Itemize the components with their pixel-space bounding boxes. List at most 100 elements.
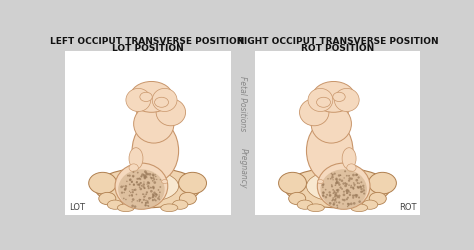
Circle shape xyxy=(137,200,138,202)
Circle shape xyxy=(134,206,137,208)
Circle shape xyxy=(360,188,363,190)
Circle shape xyxy=(139,200,141,201)
Circle shape xyxy=(332,180,334,181)
Circle shape xyxy=(146,176,147,178)
Circle shape xyxy=(336,205,338,206)
Circle shape xyxy=(332,189,334,191)
Circle shape xyxy=(138,178,139,180)
Circle shape xyxy=(129,184,131,186)
Circle shape xyxy=(326,194,328,196)
Circle shape xyxy=(343,191,345,193)
Circle shape xyxy=(131,205,134,207)
Circle shape xyxy=(335,185,336,186)
Circle shape xyxy=(152,200,154,202)
Circle shape xyxy=(137,184,138,186)
Circle shape xyxy=(338,174,340,177)
Circle shape xyxy=(143,196,146,198)
Circle shape xyxy=(129,191,130,192)
Circle shape xyxy=(329,202,331,205)
Circle shape xyxy=(347,206,348,208)
Ellipse shape xyxy=(136,96,152,122)
Circle shape xyxy=(144,177,146,180)
Ellipse shape xyxy=(342,148,356,170)
Circle shape xyxy=(340,175,341,176)
Circle shape xyxy=(138,184,141,186)
Circle shape xyxy=(154,182,156,184)
Circle shape xyxy=(322,187,324,188)
Circle shape xyxy=(147,185,149,188)
Circle shape xyxy=(328,192,331,194)
Ellipse shape xyxy=(347,164,356,172)
Circle shape xyxy=(322,195,325,197)
Circle shape xyxy=(132,175,135,178)
Circle shape xyxy=(330,173,332,175)
Ellipse shape xyxy=(317,164,370,210)
Circle shape xyxy=(342,203,344,205)
Ellipse shape xyxy=(307,204,324,212)
Circle shape xyxy=(138,201,140,202)
Circle shape xyxy=(132,198,135,201)
Circle shape xyxy=(147,206,149,207)
Circle shape xyxy=(356,186,359,188)
Circle shape xyxy=(148,173,151,176)
Circle shape xyxy=(363,187,365,189)
Circle shape xyxy=(331,174,334,176)
Ellipse shape xyxy=(279,173,307,194)
Circle shape xyxy=(335,179,337,181)
Circle shape xyxy=(347,203,349,205)
Circle shape xyxy=(150,190,153,193)
Circle shape xyxy=(323,192,324,194)
Ellipse shape xyxy=(155,98,169,108)
Circle shape xyxy=(346,190,348,192)
Circle shape xyxy=(353,188,355,190)
Circle shape xyxy=(159,192,161,194)
Circle shape xyxy=(331,176,334,179)
Circle shape xyxy=(144,176,146,179)
Circle shape xyxy=(141,174,144,176)
Circle shape xyxy=(147,205,149,206)
Ellipse shape xyxy=(117,171,179,202)
Circle shape xyxy=(332,198,334,201)
Circle shape xyxy=(352,197,355,199)
Circle shape xyxy=(347,204,349,206)
Circle shape xyxy=(158,189,159,191)
Circle shape xyxy=(359,186,361,188)
Circle shape xyxy=(336,190,338,192)
Circle shape xyxy=(147,182,149,184)
Circle shape xyxy=(346,175,348,177)
Circle shape xyxy=(158,196,160,198)
Circle shape xyxy=(155,193,157,196)
Circle shape xyxy=(362,191,363,193)
Circle shape xyxy=(332,193,334,194)
Circle shape xyxy=(154,199,155,201)
Circle shape xyxy=(125,199,127,200)
Circle shape xyxy=(358,200,361,203)
Circle shape xyxy=(159,195,160,196)
Circle shape xyxy=(133,184,135,186)
Circle shape xyxy=(348,191,350,193)
Circle shape xyxy=(145,174,147,176)
Circle shape xyxy=(335,178,337,180)
Circle shape xyxy=(349,192,351,194)
Text: ROT: ROT xyxy=(399,202,417,211)
Circle shape xyxy=(332,197,334,199)
Circle shape xyxy=(346,192,348,194)
Circle shape xyxy=(343,194,346,196)
Circle shape xyxy=(153,177,155,179)
Ellipse shape xyxy=(126,89,151,112)
Circle shape xyxy=(153,192,155,194)
Circle shape xyxy=(131,194,133,196)
Circle shape xyxy=(143,184,145,186)
Circle shape xyxy=(340,175,341,176)
Circle shape xyxy=(360,186,362,188)
Ellipse shape xyxy=(307,120,353,182)
Ellipse shape xyxy=(317,180,324,184)
Circle shape xyxy=(133,172,135,173)
Circle shape xyxy=(132,191,134,194)
Circle shape xyxy=(146,184,148,185)
Circle shape xyxy=(350,178,353,180)
Circle shape xyxy=(139,186,140,188)
Ellipse shape xyxy=(99,192,116,205)
Circle shape xyxy=(333,192,335,194)
Circle shape xyxy=(129,179,132,181)
